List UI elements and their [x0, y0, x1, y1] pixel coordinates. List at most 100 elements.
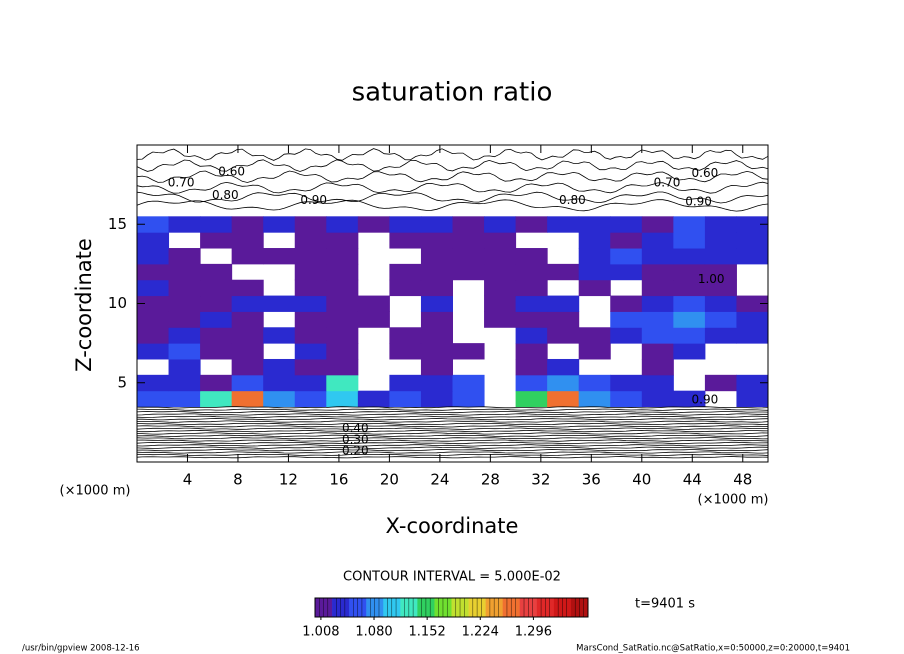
shade-cell: [578, 343, 611, 360]
shade-cell: [200, 279, 233, 297]
shade-cell: [736, 295, 769, 312]
x-tick-label: 48: [733, 471, 752, 489]
y-axis-label: Z-coordinate: [72, 238, 96, 372]
contour-line: [136, 415, 769, 418]
shade-cell: [294, 343, 327, 360]
shade-cell: [484, 263, 517, 281]
shade-cell: [420, 216, 453, 233]
shade-cell: [326, 263, 359, 281]
contour-line: [137, 418, 769, 421]
shade-cell: [326, 358, 359, 376]
shade-cell: [515, 374, 548, 392]
x-tick-label: 20: [380, 471, 399, 489]
shade-cell: [231, 248, 264, 265]
shade-cell: [515, 343, 548, 360]
shade-cell: [420, 374, 453, 392]
shade-cell: [137, 232, 170, 249]
contour-line: [136, 451, 769, 454]
shade-cell: [420, 327, 453, 344]
contour-line: [136, 406, 769, 409]
shade-cell: [420, 343, 453, 360]
shade-cell: [294, 374, 327, 392]
shade-cell: [452, 343, 485, 360]
shade-cell: [263, 327, 296, 344]
shade-cell: [294, 311, 327, 328]
shade-cell: [294, 295, 327, 312]
shade-cell: [294, 390, 327, 408]
shade-cell: [137, 263, 170, 281]
shade-cell: [578, 232, 611, 249]
shade-cell: [231, 358, 264, 376]
colorbar-frame: [314, 597, 589, 618]
colorbar-label: 1.224: [462, 625, 499, 640]
shade-cell: [168, 358, 201, 376]
shade-cell: [610, 216, 643, 233]
shade-cell: [641, 390, 674, 408]
x-tick-label: 8: [233, 471, 243, 489]
shade-cell: [137, 216, 170, 233]
shade-cell: [547, 216, 580, 233]
shade-cell: [704, 279, 737, 297]
shade-cell: [610, 327, 643, 344]
shade-cell: [641, 279, 674, 297]
shade-cell: [578, 263, 611, 281]
shade-cell: [673, 263, 706, 281]
shade-cell: [389, 327, 422, 344]
shade-cell: [484, 232, 517, 249]
contour-line: [136, 425, 769, 428]
shade-cell: [420, 248, 453, 265]
shade-cell: [610, 374, 643, 392]
x-tick-label: 44: [683, 471, 702, 489]
y-tick-label: 10: [108, 294, 127, 312]
shade-cell: [641, 248, 674, 265]
contour-line: [136, 159, 769, 172]
colorbar-label: 1.008: [302, 625, 339, 640]
shade-cell: [452, 248, 485, 265]
x-tick-label: 12: [279, 471, 298, 489]
shade-cell: [610, 311, 643, 328]
shade-cell: [704, 295, 737, 312]
shade-cell: [137, 295, 170, 312]
shade-cell: [326, 232, 359, 249]
shade-cell: [515, 279, 548, 297]
contour-label: 0.90: [300, 193, 327, 207]
x-tick-label: 32: [531, 471, 550, 489]
shade-cell: [200, 216, 233, 233]
x-tick-label: 36: [582, 471, 601, 489]
shade-cell: [736, 390, 769, 408]
shade-cell: [231, 295, 264, 312]
shade-cell: [137, 343, 170, 360]
shade-cell: [515, 327, 548, 344]
shade-cell: [420, 232, 453, 249]
shade-cell: [420, 390, 453, 408]
shade-cell: [420, 263, 453, 281]
shade-cell: [168, 311, 201, 328]
shade-cell: [389, 232, 422, 249]
contour-line: [136, 429, 769, 433]
shade-cell: [484, 311, 517, 328]
contour-label: 0.80: [212, 188, 239, 202]
shade-cell: [452, 232, 485, 249]
time-label: t=9401 s: [635, 597, 695, 612]
shade-cell: [610, 390, 643, 408]
shade-cell: [484, 248, 517, 265]
shade-cell: [673, 248, 706, 265]
shade-cell: [704, 263, 737, 281]
shade-cell: [326, 327, 359, 344]
colorbar-label: 1.152: [409, 625, 446, 640]
shade-cell: [389, 374, 422, 392]
contour-line: [136, 413, 768, 416]
x-unit: (×1000 m): [698, 493, 769, 508]
contour-label: 0.70: [168, 176, 195, 190]
contour-label: 0.60: [692, 166, 719, 180]
shade-cell: [641, 327, 674, 344]
shade-cell: [168, 263, 201, 281]
shade-cell: [200, 311, 233, 328]
shade-cell: [673, 343, 706, 360]
shade-cell: [168, 279, 201, 297]
shade-cell: [263, 295, 296, 312]
contour-line: [136, 148, 769, 161]
shade-cell: [452, 216, 485, 233]
shade-cell: [736, 232, 769, 249]
